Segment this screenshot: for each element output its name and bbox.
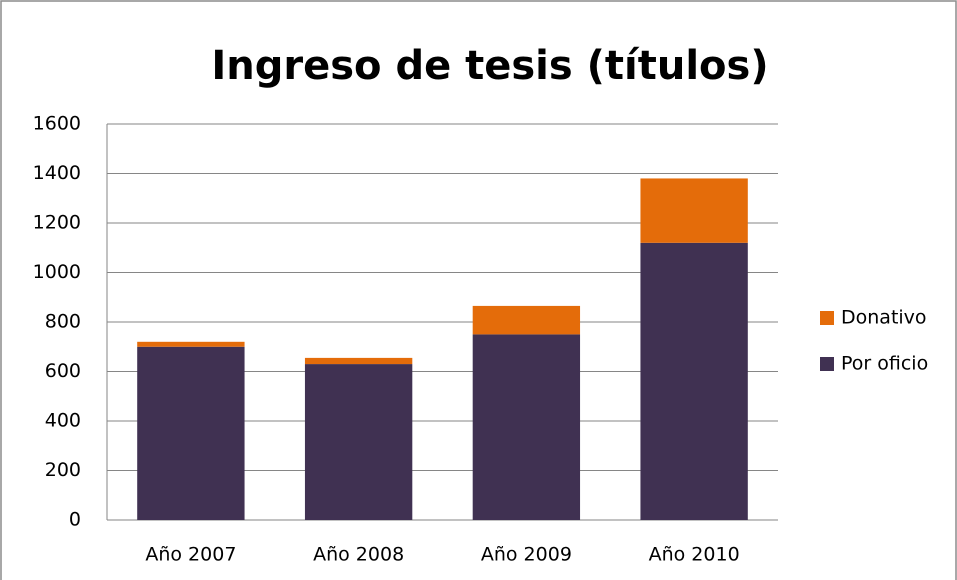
legend-label: Por oficio: [841, 353, 928, 375]
y-tick-label: 800: [45, 311, 81, 333]
x-tick-label: Año 2007: [145, 544, 236, 566]
y-tick-label: 0: [69, 509, 81, 531]
y-tick-label: 1200: [33, 212, 81, 234]
legend-swatch: [820, 357, 834, 371]
x-tick-label: Año 2010: [649, 544, 740, 566]
bar-segment: [640, 178, 748, 243]
bar-segment: [137, 346, 245, 520]
bar-segment: [137, 341, 245, 347]
y-tick-label: 1600: [33, 113, 81, 135]
chart-title: Ingreso de tesis (títulos): [211, 43, 768, 89]
y-tick-label: 1000: [33, 261, 81, 283]
y-tick-label: 600: [45, 360, 81, 382]
bar-segment: [472, 334, 581, 520]
legend-label: Donativo: [841, 307, 927, 329]
bar-segment: [640, 242, 748, 521]
x-tick-label: Año 2009: [481, 544, 572, 566]
y-tick-label: 200: [45, 459, 81, 481]
y-tick-label: 1400: [33, 162, 81, 184]
x-tick-label: Año 2008: [313, 544, 404, 566]
y-tick-label: 400: [45, 410, 81, 432]
bar-segment: [304, 364, 413, 520]
bar-segment: [472, 305, 581, 335]
legend-swatch: [820, 311, 834, 325]
bar-segment: [304, 357, 413, 365]
